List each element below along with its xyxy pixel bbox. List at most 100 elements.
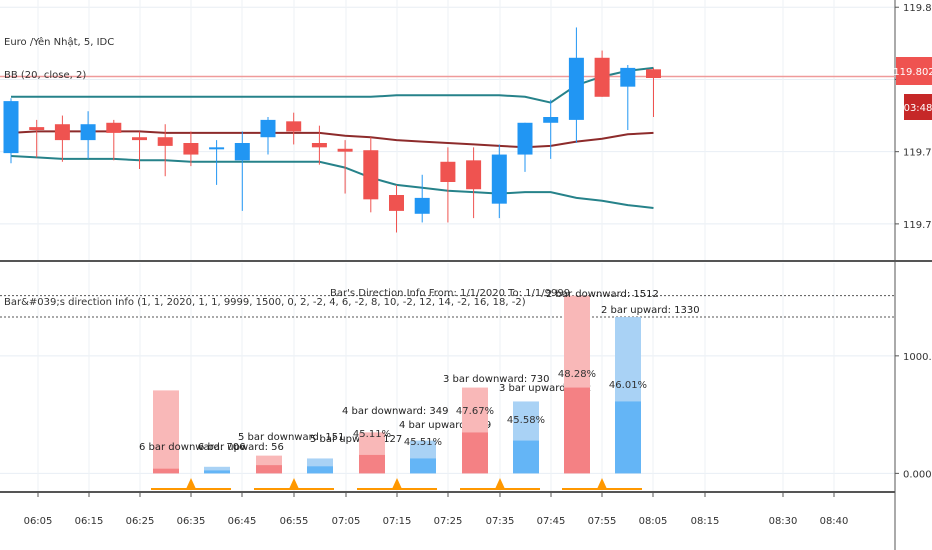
time-tick-label: 08:05 xyxy=(639,516,668,527)
bar-total xyxy=(204,466,230,474)
candle xyxy=(157,124,173,177)
current-price-badge xyxy=(896,57,932,85)
bar-label: 2 bar downward: 1512 xyxy=(546,289,659,300)
price-tick-label: 119.750 xyxy=(903,148,932,159)
price-pane[interactable] xyxy=(0,27,895,233)
candle-body xyxy=(132,137,147,141)
candle xyxy=(363,137,379,213)
bar-inner xyxy=(153,468,179,474)
bar-inner xyxy=(410,458,436,474)
bar-group-down: 4 bar downward: 349 45.11% xyxy=(342,406,449,474)
current-price-value: 119.802 xyxy=(893,67,932,78)
indicator-axis[interactable]: 1000.000 0.000 xyxy=(895,352,932,481)
time-tick-label: 06:55 xyxy=(280,516,309,527)
bar-inner xyxy=(615,401,641,474)
candle-body xyxy=(389,195,404,211)
candle xyxy=(646,67,661,117)
bar-inner xyxy=(359,454,385,474)
bar-group-down: 2 bar downward: 1512 48.28% xyxy=(546,289,659,474)
marker-triangle xyxy=(186,478,196,489)
time-axis[interactable]: 06:05 06:15 06:25 06:35 06:45 06:55 07:05 07:15… xyxy=(24,492,849,527)
symbol-title[interactable]: Euro /Yên Nhật, 5, IDC xyxy=(4,36,114,48)
candle-body xyxy=(157,137,173,146)
candle xyxy=(311,125,327,165)
candle xyxy=(234,131,250,211)
candle-body xyxy=(54,124,70,141)
bar-inner xyxy=(256,465,282,474)
candle xyxy=(594,50,610,97)
candle xyxy=(260,117,276,155)
bar-label: 3 bar upward: 612 xyxy=(499,383,591,394)
marker-triangle xyxy=(495,478,505,489)
candle xyxy=(440,147,456,223)
indicator-subtitle: Bar's Direction Info From: 1/1/2020 To: … xyxy=(330,288,570,299)
indicator-legend[interactable]: Bar&#039;s direction Info (1, 1, 2020, 1… xyxy=(4,297,526,308)
bar-inner xyxy=(204,470,230,474)
candle-body xyxy=(414,197,430,214)
candlestick-series xyxy=(3,27,661,233)
marker-triangle xyxy=(597,478,607,489)
price-tick-label: 119.700 xyxy=(903,220,932,231)
bar-label: 3 bar downward: 730 xyxy=(443,374,550,385)
bar-label: 4 bar downward: 349 xyxy=(342,406,449,417)
candle-body xyxy=(260,119,276,138)
marker-triangle xyxy=(289,478,299,489)
candle xyxy=(286,112,302,145)
candle xyxy=(466,147,482,219)
time-tick-label: 08:15 xyxy=(691,516,720,527)
candle xyxy=(54,115,70,162)
bar-label: 6 bar downward: 706 xyxy=(139,442,246,453)
candle-body xyxy=(594,57,610,97)
candle xyxy=(132,131,147,169)
candle-body xyxy=(234,143,250,161)
time-tick-label: 07:55 xyxy=(588,516,617,527)
bar-inner xyxy=(513,440,539,474)
price-tick-label: 119.850 xyxy=(903,3,932,14)
indicator-tick-label: 1000.000 xyxy=(903,352,932,363)
candle xyxy=(620,65,636,130)
candle-body xyxy=(568,57,584,120)
time-tick-label: 06:05 xyxy=(24,516,53,527)
candle-body xyxy=(286,121,302,132)
time-tick-label: 08:30 xyxy=(769,516,798,527)
candle xyxy=(3,98,19,164)
bb-legend[interactable]: BB (20, close, 2) xyxy=(4,70,86,81)
candle xyxy=(209,140,225,185)
bar-percent: 45.58% xyxy=(507,415,545,426)
time-tick-label: 07:45 xyxy=(537,516,566,527)
bar-group-up: 2 bar upward: 1330 46.01% xyxy=(601,305,700,474)
bb-lower-band xyxy=(10,155,654,209)
bar-percent: 48.28% xyxy=(558,369,596,380)
bar-label: 5 bar downward: 151 xyxy=(238,432,345,443)
candle xyxy=(517,122,533,172)
bar-group-up: 4 bar upward: 279 45.51% xyxy=(399,420,491,474)
bar-label: 2 bar upward: 1330 xyxy=(601,305,700,316)
bar-label: 4 bar upward: 279 xyxy=(399,420,491,431)
candle xyxy=(29,119,45,158)
candle-body xyxy=(620,67,636,87)
candle xyxy=(106,119,122,161)
bar-total xyxy=(153,390,179,474)
time-tick-label: 06:35 xyxy=(177,516,206,527)
time-tick-label: 07:15 xyxy=(383,516,412,527)
candle xyxy=(337,140,353,194)
candle xyxy=(80,111,96,159)
candle-body xyxy=(209,147,225,150)
bar-inner xyxy=(564,387,590,474)
candle xyxy=(491,144,507,219)
time-tick-label: 07:05 xyxy=(332,516,361,527)
marker-triangle xyxy=(392,478,402,489)
candle xyxy=(183,131,199,167)
bar-percent: 45.11% xyxy=(353,429,391,440)
grid-lines xyxy=(0,0,895,491)
candle xyxy=(389,184,404,233)
bar-group-down: 6 bar downward: 706 xyxy=(139,390,246,474)
time-tick-label: 07:25 xyxy=(434,516,463,527)
reference-lines xyxy=(0,295,895,318)
bar-percent: 46.01% xyxy=(609,380,647,391)
direction-markers xyxy=(151,478,642,490)
bar-group-down: 5 bar downward: 151 xyxy=(238,432,345,474)
candle-body xyxy=(3,101,19,154)
